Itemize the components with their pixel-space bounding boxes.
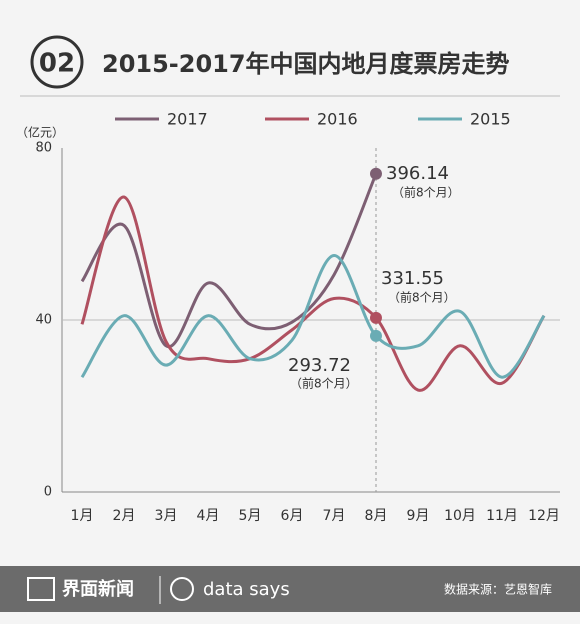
header-circle xyxy=(30,35,84,89)
highlight-dot xyxy=(370,167,382,180)
x-tick-label: 9月 xyxy=(407,508,430,524)
y-tick-label: 80 xyxy=(35,141,52,156)
footer-logo xyxy=(27,577,55,601)
x-tick-label: 7月 xyxy=(323,508,346,524)
highlight-dot xyxy=(370,311,382,324)
chart-title: 2015-2017年中国内地月度票房走势 xyxy=(102,50,510,78)
annotation-note: （前8个月） xyxy=(392,185,460,200)
x-tick-label: 4月 xyxy=(197,508,220,524)
annotation-note: （前8个月） xyxy=(290,376,358,391)
x-tick-label: 11月 xyxy=(486,508,518,524)
footer-tagline: data says xyxy=(203,579,290,600)
footer-icon xyxy=(170,577,194,601)
series-line xyxy=(80,253,546,379)
highlight-dot xyxy=(370,329,382,342)
series-line xyxy=(80,173,378,349)
legend-label: 2016 xyxy=(317,110,358,129)
legend-label: 2017 xyxy=(167,110,208,129)
x-tick-label: 12月 xyxy=(528,508,560,524)
annotation-value: 293.72 xyxy=(288,355,351,376)
x-tick-label: 8月 xyxy=(365,508,388,524)
annotation-note: （前8个月） xyxy=(388,290,456,305)
x-tick-label: 3月 xyxy=(155,508,178,524)
header-number: 02 xyxy=(39,49,75,79)
y-tick-label: 0 xyxy=(44,485,52,500)
x-tick-label: 5月 xyxy=(239,508,262,524)
footer-source: 数据来源：艺恩智库 xyxy=(444,582,552,597)
annotation-value: 331.55 xyxy=(381,268,444,289)
x-tick-label: 6月 xyxy=(281,508,304,524)
y-tick-label: 40 xyxy=(35,313,52,328)
x-tick-label: 10月 xyxy=(444,508,476,524)
y-unit: （亿元） xyxy=(16,125,64,140)
footer-band xyxy=(0,566,580,612)
x-tick-label: 1月 xyxy=(71,508,94,524)
x-tick-label: 2月 xyxy=(113,508,136,524)
annotation-value: 396.14 xyxy=(386,163,449,184)
legend-label: 2015 xyxy=(470,110,511,129)
footer-brand: 界面新闻 xyxy=(62,578,134,600)
